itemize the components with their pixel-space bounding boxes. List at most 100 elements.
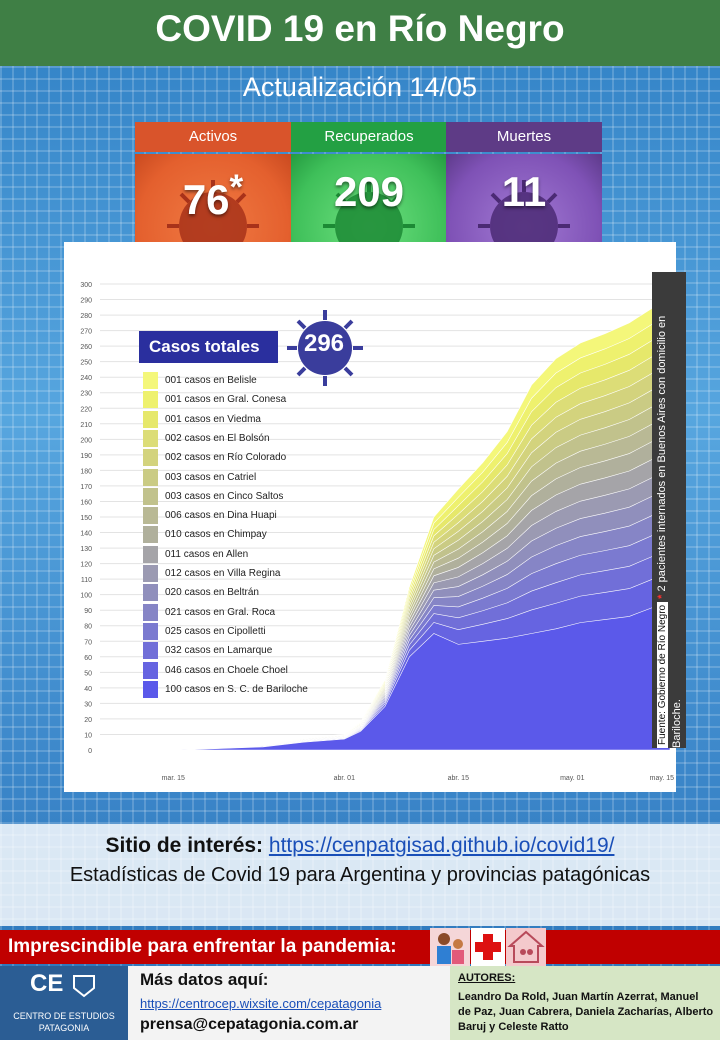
y-tick-label: 200 xyxy=(80,437,92,444)
y-tick-label: 210 xyxy=(80,422,92,429)
source-text: Fuente: Gobierno de Río Negro * 2 pacien… xyxy=(652,272,689,748)
legend-label: 020 casos en Beltrán xyxy=(165,587,259,599)
legend-swatch xyxy=(143,603,158,621)
y-tick-label: 290 xyxy=(80,298,92,305)
y-tick-label: 130 xyxy=(80,546,92,553)
chart-areas xyxy=(100,294,671,751)
red-cross-icon xyxy=(471,928,505,966)
site-label: Sitio de interés: xyxy=(105,834,264,857)
site-description: Estadísticas de Covid 19 para Argentina … xyxy=(69,864,651,886)
legend-swatch xyxy=(143,487,158,505)
legend-label: 006 casos en Dina Huapi xyxy=(165,510,277,522)
legend-swatch xyxy=(143,622,158,640)
legend-swatch xyxy=(143,584,158,602)
legend-swatch xyxy=(143,565,158,582)
legend-label: 021 casos en Gral. Roca xyxy=(165,606,276,618)
source-label: Fuente: Gobierno de Río Negro xyxy=(657,601,668,748)
legend-swatch xyxy=(143,449,158,467)
casos-totales-label: Casos totales xyxy=(139,331,278,363)
more-data-label: Más datos aquí: xyxy=(140,970,269,989)
legend-swatch xyxy=(143,391,158,409)
legend-swatch xyxy=(143,680,158,698)
y-tick-label: 230 xyxy=(80,391,92,398)
area-chart: 0 10 20 30 40 50 60 70 80 90 100 110 120 130 140 150 160… xyxy=(80,282,675,782)
legend-swatch xyxy=(143,372,158,389)
legend-label: 100 casos en S. C. de Bariloche xyxy=(165,683,308,695)
y-tick-label: 170 xyxy=(80,484,92,491)
legend-swatch xyxy=(143,526,158,544)
y-tick-label: 250 xyxy=(80,360,92,367)
area-series xyxy=(100,597,671,751)
legend-swatch xyxy=(143,410,158,428)
banner-text: Imprescindible para enfrentar la pandemi… xyxy=(8,936,397,957)
y-tick-label: 190 xyxy=(80,453,92,460)
source-panel: Fuente: Gobierno de Río Negro * 2 pacien… xyxy=(652,272,686,748)
footer-authors-panel xyxy=(450,966,720,1040)
x-tick-label: abr. 01 xyxy=(334,775,356,782)
casos-totales-value: 296 xyxy=(303,330,345,357)
x-tick-label: abr. 15 xyxy=(448,775,470,782)
legend-label: 002 casos en Río Colorado xyxy=(165,452,287,464)
legend-label: 001 casos en Belisle xyxy=(165,375,257,386)
legend-label: 025 casos en Cipolletti xyxy=(165,625,266,637)
authors-list: Leandro Da Rold, Juan Martín Azerrat, Ma… xyxy=(458,991,714,1033)
y-tick-label: 300 xyxy=(80,282,92,289)
y-tick-label: 270 xyxy=(80,329,92,336)
y-tick-label: 220 xyxy=(80,406,92,413)
legend-label: 032 casos en Lamarque xyxy=(165,645,273,657)
page-title: COVID 19 en Río Negro xyxy=(155,8,565,49)
legend-swatch xyxy=(143,468,158,486)
page-subtitle: Actualización 14/05 xyxy=(242,72,478,102)
asterisk-mark: * xyxy=(656,594,668,599)
x-tick-label: mar. 15 xyxy=(162,775,185,782)
y-tick-label: 70 xyxy=(84,639,92,646)
banner-band xyxy=(0,930,720,964)
legend-label: 003 casos en Cinco Saltos xyxy=(165,490,284,502)
stat-activos-number: 76 xyxy=(182,176,230,223)
y-tick-label: 140 xyxy=(80,531,92,538)
y-tick-label: 150 xyxy=(80,515,92,522)
y-tick-label: 90 xyxy=(84,608,92,615)
y-tick-label: 240 xyxy=(80,375,92,382)
legend-label: 011 casos en Allen xyxy=(165,548,249,560)
logo-mark: CE xyxy=(30,970,64,997)
footer-logo-panel xyxy=(0,966,128,1040)
family-icon xyxy=(430,928,470,966)
y-tick-label: 20 xyxy=(84,717,92,724)
y-tick-label: 180 xyxy=(80,468,92,475)
legend-label: 010 casos en Chimpay xyxy=(165,529,267,541)
legend-label: 046 casos en Choele Choel xyxy=(165,664,288,676)
virus-icon xyxy=(287,310,363,386)
stat-activos-value: 76* xyxy=(135,168,291,224)
footer-contact-panel xyxy=(128,966,450,1040)
legend-swatch xyxy=(143,429,158,447)
y-tick-label: 80 xyxy=(84,624,92,631)
legend-swatch xyxy=(143,642,158,660)
stat-recuperados-label: Recuperados xyxy=(291,122,447,152)
y-tick-label: 110 xyxy=(81,577,92,584)
y-tick-label: 50 xyxy=(84,670,92,677)
legend-label: 003 casos en Catriel xyxy=(165,471,257,483)
authors-label: AUTORES: xyxy=(458,972,516,984)
header-band xyxy=(0,0,720,66)
home-icon xyxy=(506,928,546,966)
y-tick-label: 10 xyxy=(84,732,92,739)
site-link[interactable]: https://cenpatgisad.github.io/covid19/ xyxy=(268,834,615,857)
stat-muertes-value: 11 xyxy=(501,168,547,215)
site-band xyxy=(0,824,720,926)
stat-recuperados-value: 209 xyxy=(333,168,405,215)
y-tick-label: 120 xyxy=(80,562,92,569)
x-axis-labels: mar. 15 abr. 01 abr. 15 may. 01 may. 15 xyxy=(162,775,675,782)
y-tick-label: 30 xyxy=(84,701,92,708)
x-tick-label: may. 15 xyxy=(650,775,674,782)
legend-label: 012 casos en Villa Regina xyxy=(165,568,281,579)
y-axis-labels: 0 10 20 30 40 50 60 70 80 90 100 110 120 130 140 150 160… xyxy=(80,282,92,755)
y-tick-label: 160 xyxy=(80,499,92,506)
contact-email[interactable]: prensa@cepatagonia.com.ar xyxy=(140,1016,359,1033)
more-data-link[interactable]: https://centrocep.wixsite.com/cepatagoni… xyxy=(140,996,382,1011)
legend-label: 002 casos en El Bolsón xyxy=(165,432,270,444)
y-tick-label: 0 xyxy=(88,748,92,755)
legend-swatch xyxy=(143,545,158,563)
location-pin-icon xyxy=(73,975,95,998)
y-tick-label: 100 xyxy=(80,593,92,600)
